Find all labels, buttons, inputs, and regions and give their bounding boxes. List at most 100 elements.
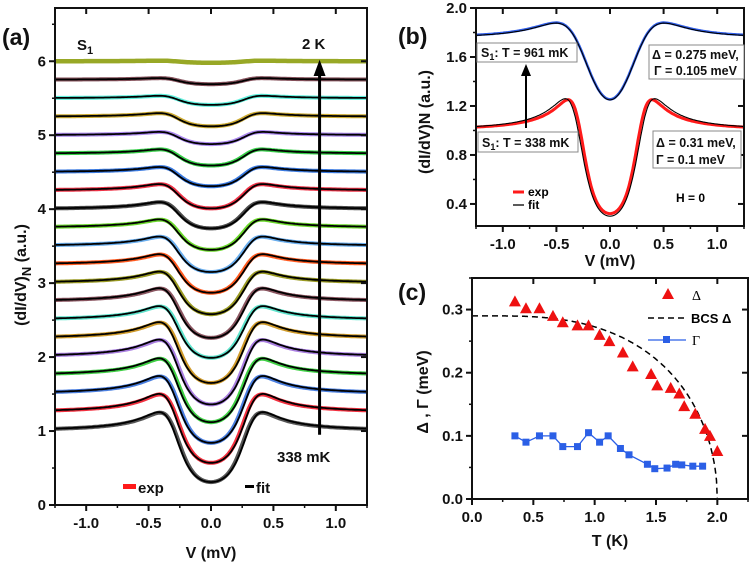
legend-gamma-label: Γ	[692, 334, 700, 349]
params-961mk-box: Δ = 0.275 meV, Γ = 0.105 meV	[648, 44, 745, 80]
delta-point	[616, 346, 629, 358]
panel-a-ytick-label: 0	[38, 497, 46, 514]
panel-a-ytick-label: 5	[38, 127, 46, 144]
fit-curve-338mk	[475, 98, 745, 217]
panel-a-xtick-label: -1.0	[73, 515, 99, 532]
panel-a-xtick-label: -0.5	[136, 515, 162, 532]
panel-b-xtick-label: 0.0	[600, 236, 621, 253]
panel-c-xtick-label: 1.0	[584, 509, 605, 526]
delta-point	[673, 387, 686, 399]
panel-c-xtick-label: 0.0	[462, 509, 483, 526]
fit-curve-18	[55, 94, 367, 106]
delta-point	[556, 316, 569, 328]
panel-b-axes: -1.0 -0.5 0.0 0.5 1.0 0.4 0.8 1.2 1.6 2.0	[446, 0, 745, 253]
panel-c-xtick-label: 0.5	[523, 509, 544, 526]
sample-label: S1	[77, 37, 93, 57]
panel-c-xlabel: T (K)	[592, 533, 628, 550]
panel-b-ytick-label: 0.4	[446, 196, 468, 213]
box-338mk: S1: T = 338 mK	[477, 131, 579, 153]
delta-point	[651, 379, 664, 391]
gamma-point	[559, 443, 567, 451]
fit-curve-2	[54, 375, 368, 444]
params-338-line1: Δ = 0.31 meV,	[656, 136, 736, 150]
fit-curve-16	[55, 131, 367, 145]
panel-b-ytick-label: 1.2	[446, 98, 467, 115]
panel-b-label: (b)	[398, 23, 427, 49]
panel-a-ytick-label: 4	[38, 201, 47, 218]
panel-b-ytick-label: 2.0	[446, 0, 467, 17]
box-961mk: S1: T = 961 mK	[476, 42, 578, 63]
legend-delta-label: Δ	[692, 289, 701, 304]
delta-point	[593, 328, 606, 340]
legend-exp-label: exp	[138, 480, 164, 497]
panel-c-ytick-label: 0.2	[442, 365, 463, 382]
box-338-rest: : T = 338 mK	[495, 136, 569, 150]
delta-point	[678, 400, 691, 412]
delta-point	[703, 429, 716, 441]
legend-exp-swatch	[123, 484, 136, 489]
exp-curve-20	[54, 58, 368, 65]
svg-text:S1: T = 961 mK: S1: T = 961 mK	[481, 46, 568, 62]
exp-curve-338mk	[475, 98, 745, 216]
panel-a-ytick-label: 2	[38, 349, 46, 366]
panel-c-xtick-label: 2.0	[707, 509, 728, 526]
panel-b-xtick-label: 1.0	[707, 236, 728, 253]
fit-curve-10	[55, 235, 367, 273]
gamma-point	[535, 432, 543, 440]
panel-b-ytick-label: 1.6	[446, 49, 467, 66]
box-338-s: S	[482, 136, 490, 150]
fit-curve-0	[54, 411, 368, 484]
fit-curve-14	[55, 166, 367, 188]
gamma-point	[643, 460, 651, 468]
params-961-line2: Γ = 0.105 meV	[654, 64, 738, 78]
panel-b-ytick-label: 0.8	[446, 147, 467, 164]
panel-c-ytick-label: 0.3	[442, 302, 463, 319]
fit-curve-11	[55, 218, 367, 251]
panel-a-ytick-label: 3	[38, 275, 46, 292]
fit-curve-8	[54, 270, 368, 316]
svg-text:S1: T = 338 mK: S1: T = 338 mK	[482, 136, 569, 152]
gamma-point	[511, 432, 519, 440]
delta-point	[603, 335, 616, 347]
ylabel-main: (dI/dV)	[13, 276, 30, 326]
delta-point	[571, 319, 584, 331]
fit-curve-5	[55, 321, 367, 384]
fit-curve-12	[55, 201, 367, 230]
fit-curve-7	[55, 287, 367, 339]
arrow-head-icon	[313, 59, 326, 77]
ylabel-sub: N	[19, 267, 34, 276]
panel-a-xtick-label: 0.5	[263, 515, 284, 532]
sample-main: S	[77, 37, 87, 54]
panel-b-xtick-label: 0.5	[653, 236, 674, 253]
gamma-point	[678, 461, 686, 469]
params-338-line2: Γ = 0.1 meV	[656, 153, 726, 167]
panel-b: -1.0 -0.5 0.0 0.5 1.0 0.4 0.8 1.2 1.6 2.0 (b) (dI…	[398, 0, 745, 270]
panel-b-xtick-label: -1.0	[490, 236, 516, 253]
panel-a-axes: -1.0 -0.5 0.0 0.5 1.0 0 1 2 3 4 5 6	[38, 7, 368, 532]
panel-a-xtick-label: 1.0	[325, 515, 346, 532]
gamma-point	[585, 429, 593, 437]
gamma-point	[596, 438, 604, 446]
panel-a-curves	[54, 58, 368, 485]
delta-point	[582, 319, 595, 331]
gamma-point	[549, 432, 557, 440]
sample-sub: 1	[87, 45, 93, 57]
gamma-point	[573, 443, 581, 451]
panel-b-xlabel: V (mV)	[585, 253, 636, 270]
delta-point	[508, 295, 521, 307]
legend-fit-swatch	[245, 485, 254, 488]
panel-b-curves	[475, 21, 745, 217]
gamma-point	[672, 460, 680, 468]
panel-a-xlabel: V (mV)	[186, 545, 237, 562]
bcs-curve	[472, 315, 719, 500]
delta-point	[626, 360, 639, 372]
panel-a-label: (a)	[2, 24, 30, 50]
fit-curve-6	[55, 305, 367, 359]
panel-a-xtick-label: 0.0	[201, 515, 222, 532]
fit-curve-17	[55, 112, 367, 128]
panel-c-xtick-label: 1.5	[646, 509, 667, 526]
fit-curve-4	[54, 338, 368, 406]
panel-b-legend-fit: fit	[528, 198, 539, 212]
delta-point	[645, 367, 658, 379]
